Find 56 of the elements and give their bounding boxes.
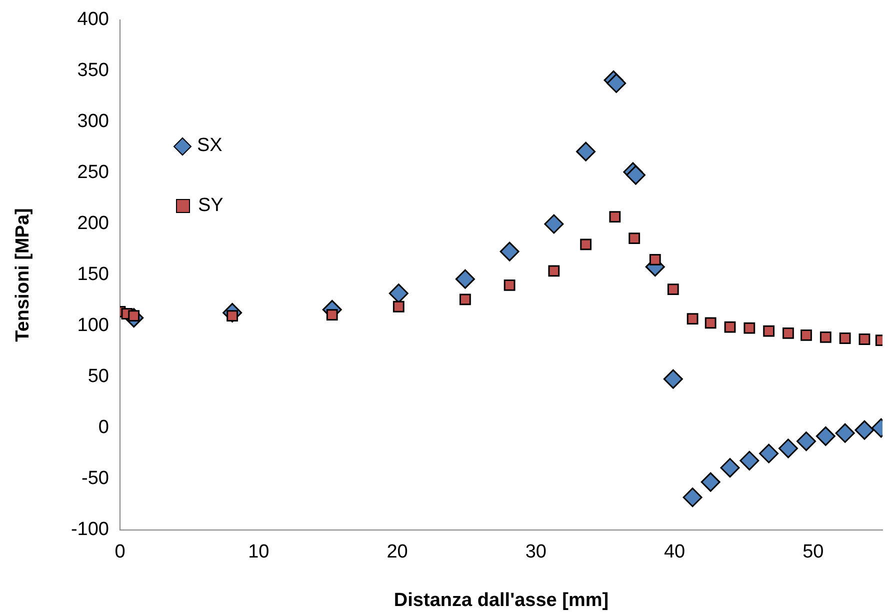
point bbox=[544, 214, 564, 234]
point bbox=[686, 313, 698, 325]
point bbox=[460, 294, 471, 306]
point bbox=[839, 332, 851, 344]
y-tick-label: 400 bbox=[77, 9, 109, 30]
point bbox=[800, 329, 812, 341]
point bbox=[854, 420, 874, 440]
point bbox=[667, 284, 679, 295]
point bbox=[576, 142, 596, 162]
y-tick-label: 100 bbox=[77, 315, 109, 336]
x-tick-label: 0 bbox=[114, 542, 126, 563]
y-tick-label: -100 bbox=[70, 519, 109, 540]
y-tick-label: 150 bbox=[77, 264, 109, 286]
point bbox=[504, 280, 516, 291]
point bbox=[816, 426, 836, 446]
x-axis-title: Distanza dall'asse [mm] bbox=[394, 590, 609, 611]
x-tick-label: 30 bbox=[525, 542, 546, 563]
x-tick-label: 20 bbox=[386, 542, 408, 563]
point bbox=[763, 325, 775, 337]
point bbox=[704, 317, 716, 329]
point bbox=[782, 327, 794, 339]
point bbox=[724, 321, 736, 333]
x-tick-label: 10 bbox=[248, 542, 270, 563]
point bbox=[835, 423, 855, 443]
point bbox=[740, 450, 760, 470]
y-tick-label: 200 bbox=[77, 213, 109, 234]
point bbox=[628, 232, 640, 244]
y-tick-label: 250 bbox=[77, 162, 109, 184]
legend-label: SY bbox=[198, 195, 224, 217]
point bbox=[580, 238, 592, 250]
point bbox=[720, 458, 740, 478]
point bbox=[778, 438, 798, 458]
point bbox=[548, 265, 560, 277]
x-tick-label: 50 bbox=[802, 542, 824, 563]
y-tick-label: 0 bbox=[98, 417, 109, 438]
point bbox=[326, 309, 338, 320]
point bbox=[682, 488, 702, 508]
y-tick-label: -50 bbox=[82, 468, 109, 490]
point bbox=[500, 242, 520, 262]
y-tick-label: 300 bbox=[77, 111, 109, 132]
x-tick-label: 40 bbox=[664, 542, 686, 563]
y-tick-label: 50 bbox=[88, 366, 109, 388]
legend-label: SX bbox=[197, 135, 222, 157]
point bbox=[700, 472, 720, 492]
point bbox=[392, 300, 404, 312]
point bbox=[663, 369, 683, 389]
point bbox=[609, 211, 621, 223]
y-tick-label: 350 bbox=[77, 60, 109, 82]
point bbox=[649, 254, 661, 266]
point bbox=[759, 444, 779, 464]
point bbox=[820, 332, 832, 343]
point bbox=[455, 269, 475, 289]
point bbox=[796, 432, 816, 452]
point bbox=[744, 322, 756, 334]
point bbox=[858, 334, 870, 345]
y-axis-title: Tensioni [MPa] bbox=[12, 208, 34, 342]
